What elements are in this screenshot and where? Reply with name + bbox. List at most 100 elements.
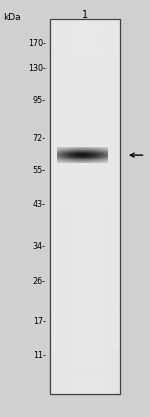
Bar: [70, 19, 71, 394]
Bar: [58, 159, 59, 160]
Bar: [82, 148, 83, 149]
Bar: [64, 157, 65, 158]
Bar: [77, 152, 78, 153]
Bar: [55, 19, 56, 394]
Bar: [73, 151, 74, 152]
Bar: [66, 151, 67, 152]
Bar: [77, 152, 78, 153]
Bar: [98, 162, 99, 163]
Bar: [98, 150, 99, 151]
Bar: [61, 154, 62, 155]
Bar: [84, 160, 85, 161]
Bar: [95, 160, 96, 161]
Bar: [57, 156, 58, 157]
Bar: [76, 160, 77, 161]
Bar: [61, 160, 62, 161]
Bar: [82, 147, 83, 148]
Bar: [95, 158, 96, 159]
Bar: [82, 147, 83, 148]
Bar: [103, 159, 104, 160]
Bar: [90, 156, 91, 157]
Bar: [79, 155, 80, 156]
Bar: [59, 149, 60, 150]
Bar: [100, 162, 101, 163]
Bar: [98, 160, 99, 161]
Bar: [57, 149, 58, 150]
Bar: [92, 154, 93, 155]
Bar: [106, 152, 107, 153]
Text: 17-: 17-: [33, 317, 46, 327]
Bar: [73, 160, 74, 161]
Bar: [61, 158, 62, 159]
Bar: [99, 161, 100, 162]
Bar: [90, 153, 91, 154]
Bar: [75, 147, 76, 148]
Bar: [83, 148, 84, 149]
Bar: [63, 154, 64, 155]
Bar: [76, 158, 77, 159]
Bar: [61, 159, 62, 160]
Bar: [77, 155, 78, 156]
Bar: [70, 149, 71, 150]
Bar: [83, 147, 84, 148]
Bar: [89, 158, 90, 159]
Bar: [82, 155, 83, 156]
Bar: [98, 160, 99, 161]
Bar: [68, 151, 69, 152]
Bar: [62, 156, 63, 157]
Bar: [97, 148, 98, 149]
Bar: [93, 157, 94, 158]
Bar: [66, 150, 67, 151]
Bar: [66, 162, 67, 163]
Bar: [78, 151, 79, 152]
Bar: [62, 150, 63, 151]
Bar: [77, 154, 78, 155]
Bar: [96, 156, 97, 157]
Bar: [102, 161, 103, 162]
Bar: [90, 154, 91, 155]
Bar: [81, 151, 82, 152]
Bar: [88, 151, 89, 152]
Bar: [82, 162, 83, 163]
Bar: [88, 160, 89, 161]
Bar: [90, 162, 91, 163]
Bar: [106, 161, 107, 162]
Bar: [82, 147, 83, 148]
Bar: [82, 149, 83, 150]
Bar: [69, 150, 70, 151]
Bar: [77, 151, 78, 152]
Bar: [99, 153, 100, 154]
Bar: [96, 158, 97, 159]
Bar: [81, 157, 82, 158]
Bar: [106, 154, 107, 155]
Bar: [64, 147, 65, 148]
Bar: [61, 160, 62, 161]
Bar: [98, 151, 99, 152]
Bar: [84, 157, 85, 158]
Bar: [66, 147, 67, 148]
Bar: [104, 160, 105, 161]
Bar: [97, 161, 98, 162]
Bar: [90, 157, 91, 158]
Bar: [106, 148, 107, 149]
Bar: [75, 160, 76, 161]
Bar: [91, 147, 92, 148]
Bar: [69, 157, 70, 158]
Bar: [105, 155, 106, 156]
Bar: [72, 154, 73, 155]
Bar: [75, 157, 76, 158]
Bar: [98, 154, 99, 155]
Bar: [98, 154, 99, 155]
Bar: [68, 158, 69, 159]
Bar: [66, 149, 67, 150]
Bar: [70, 150, 71, 151]
Bar: [105, 159, 106, 160]
Bar: [63, 150, 64, 151]
Bar: [93, 155, 94, 156]
Bar: [60, 147, 61, 148]
Bar: [64, 150, 65, 151]
Bar: [103, 161, 104, 162]
Bar: [105, 153, 106, 154]
Bar: [78, 149, 79, 150]
Bar: [100, 161, 101, 162]
